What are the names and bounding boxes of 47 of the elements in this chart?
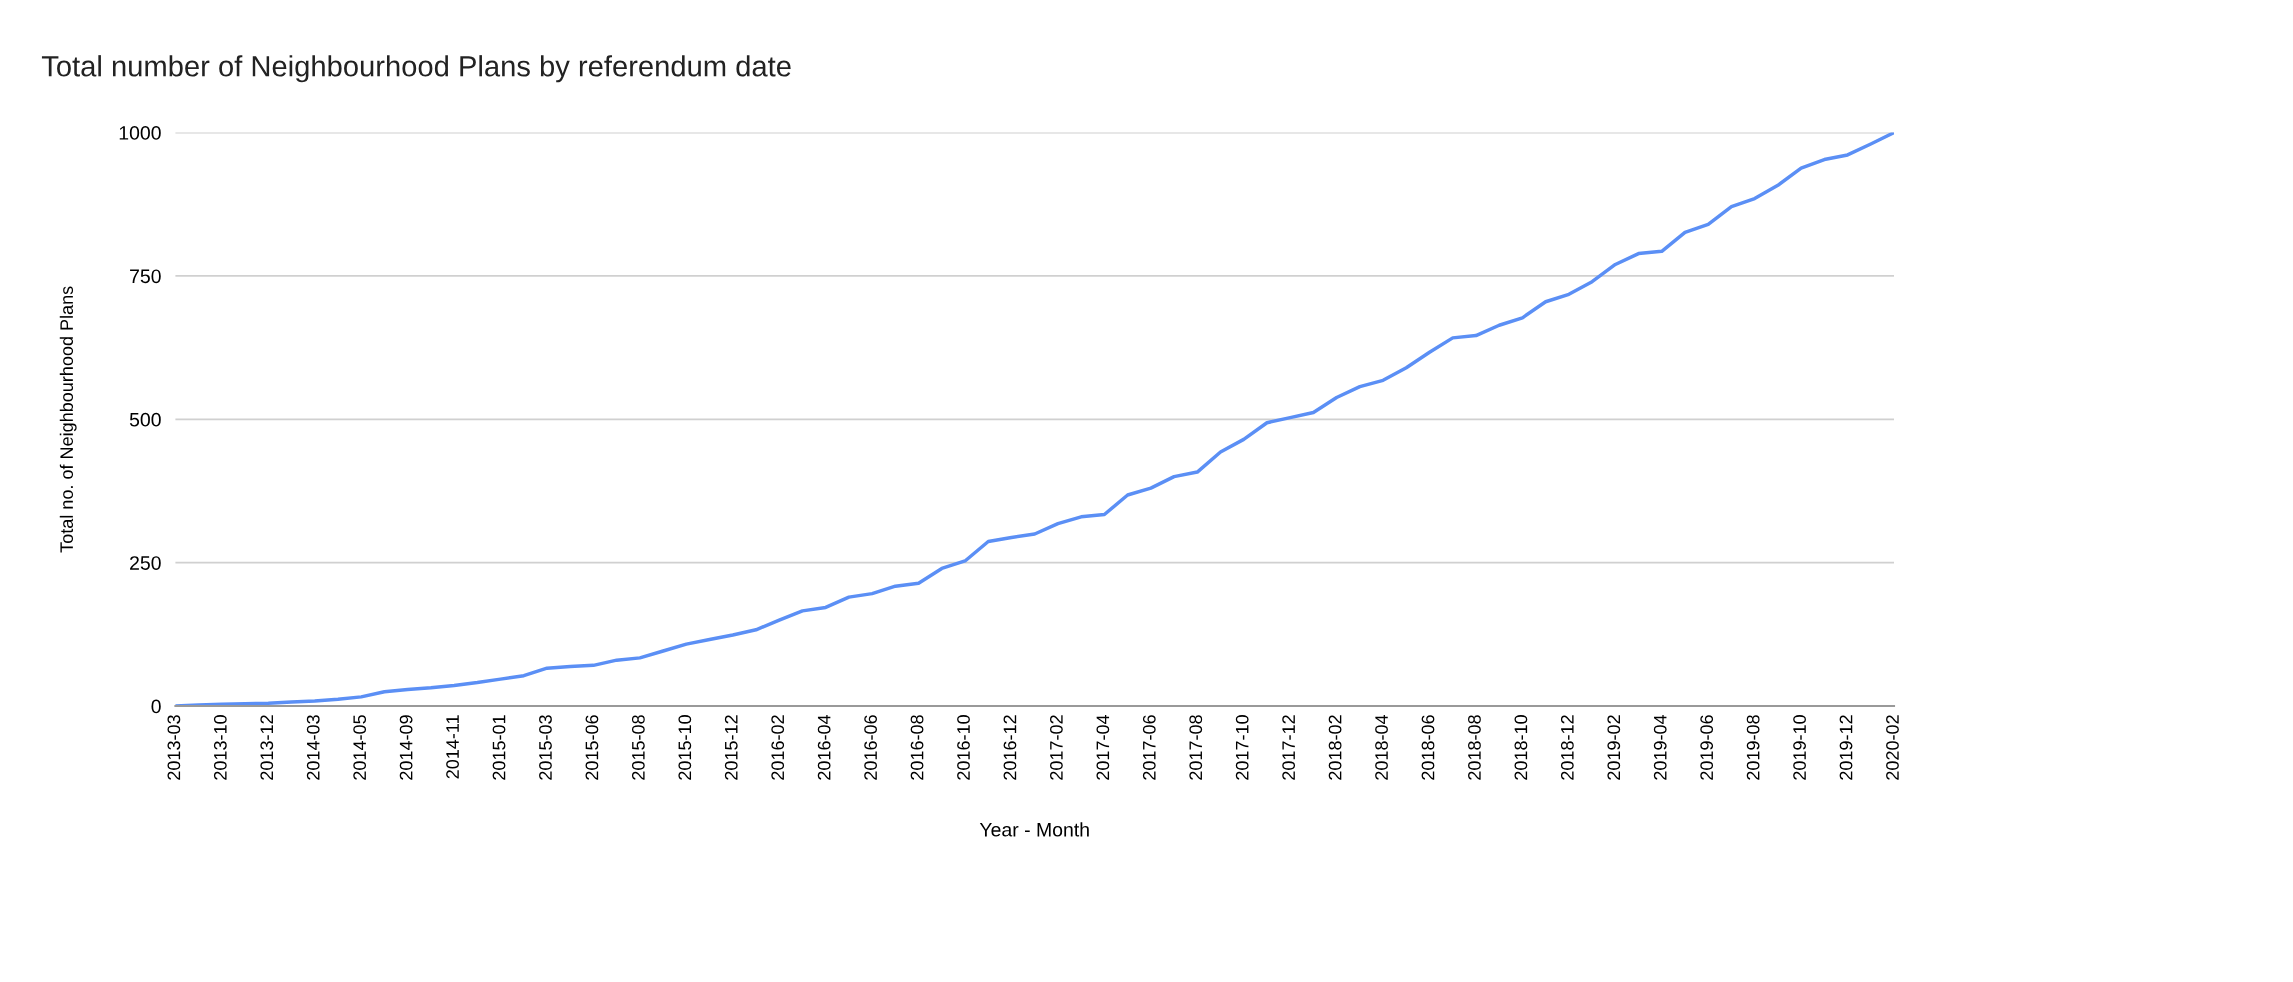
x-tick-label: 2016-12 bbox=[1003, 715, 1017, 780]
x-tick-label: 2017-10 bbox=[1235, 715, 1249, 780]
y-axis-title: Total no. of Neighbourhood Plans bbox=[59, 286, 77, 553]
x-tick-label: 2017-08 bbox=[1189, 715, 1203, 780]
y-tick-label: 0 bbox=[151, 699, 161, 714]
x-tick-label: 2015-10 bbox=[678, 715, 692, 780]
x-tick-label: 2016-06 bbox=[864, 715, 877, 780]
x-tick-label: 2018-02 bbox=[1328, 715, 1342, 780]
x-tick-label: 2020-02 bbox=[1886, 715, 1899, 780]
x-tick-label: 2016-10 bbox=[957, 715, 970, 780]
x-tick-label: 2017-12 bbox=[1282, 715, 1296, 780]
x-axis-title: Year - Month bbox=[979, 822, 1089, 837]
x-tick-label: 2017-04 bbox=[1096, 714, 1110, 780]
x-tick-label: 2017-02 bbox=[1050, 715, 1063, 780]
x-tick-label: 2018-10 bbox=[1514, 715, 1528, 780]
y-tick-label: 250 bbox=[130, 556, 161, 570]
x-tick-label: 2015-12 bbox=[724, 715, 738, 780]
x-tick-label: 2014-11 bbox=[446, 715, 459, 779]
x-tick-label: 2017-06 bbox=[1142, 715, 1156, 780]
x-tick-label: 2014-03 bbox=[306, 715, 320, 780]
x-tick-label: 2016-04 bbox=[817, 714, 831, 780]
x-tick-label: 2019-04 bbox=[1653, 714, 1667, 780]
line-series bbox=[175, 132, 1895, 707]
x-tick-label: 2018-08 bbox=[1468, 715, 1481, 780]
x-tick-label: 2018-06 bbox=[1421, 715, 1435, 780]
y-tick-label: 500 bbox=[129, 412, 161, 427]
x-tick-label: 2016-02 bbox=[771, 715, 785, 780]
x-tick-label: 2015-08 bbox=[631, 715, 645, 780]
y-tick-label: 750 bbox=[130, 269, 161, 284]
x-tick-label: 2018-04 bbox=[1375, 714, 1388, 780]
x-tick-label: 2019-02 bbox=[1607, 715, 1621, 780]
x-tick-label: 2015-06 bbox=[585, 715, 599, 780]
x-tick-label: 2013-03 bbox=[167, 715, 181, 780]
x-tick-label: 2013-10 bbox=[213, 715, 227, 780]
x-tick-label: 2016-08 bbox=[910, 715, 924, 780]
x-tick-label: 2014-05 bbox=[353, 715, 367, 780]
x-tick-label: 2015-01 bbox=[492, 715, 506, 780]
x-tick-label: 2019-06 bbox=[1700, 715, 1714, 780]
x-tick-label: 2019-10 bbox=[1793, 715, 1806, 780]
x-tick-label: 2014-09 bbox=[399, 715, 413, 780]
y-tick-label: 1000 bbox=[119, 126, 161, 140]
x-tick-label: 2019-12 bbox=[1839, 715, 1853, 780]
x-tick-label: 2019-08 bbox=[1746, 715, 1760, 780]
x-tick-label: 2018-12 bbox=[1560, 715, 1574, 780]
chart-title: Total number of Neighbourhood Plans by referendum date bbox=[41, 55, 791, 83]
x-tick-label: 2015-03 bbox=[539, 715, 552, 780]
x-tick-label: 2013-12 bbox=[260, 715, 274, 780]
